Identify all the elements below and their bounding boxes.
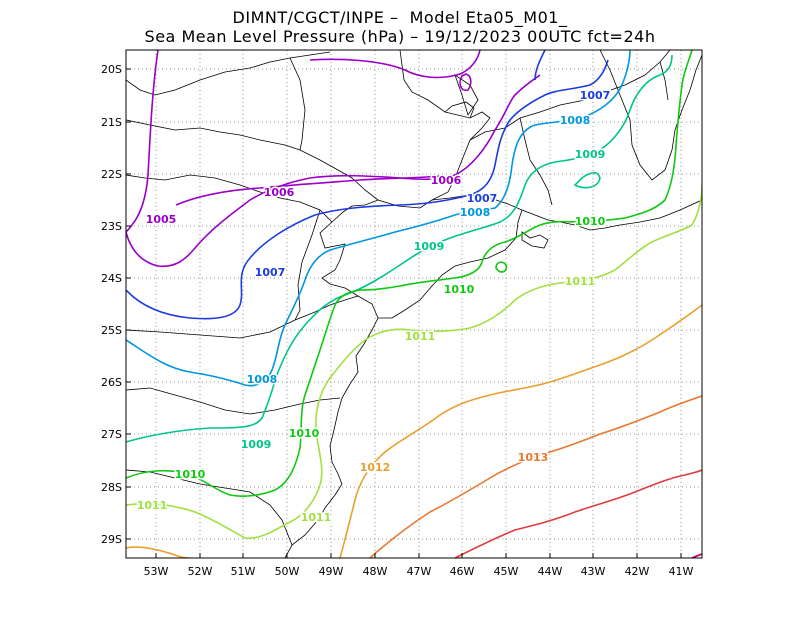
isobar-label-1006: 1006 [431,174,462,187]
plot-frame [125,49,703,559]
lat-label: 22S [101,168,122,181]
isobar-label-1008: 1008 [560,114,591,127]
isobar-1014 [454,469,702,558]
lon-label: 46W [450,565,475,578]
lon-label: 47W [407,565,432,578]
isobar-1008 [126,50,631,387]
isobar-label-1011: 1011 [137,499,168,512]
isobar-1015 [691,553,702,558]
lat-label: 27S [101,428,122,441]
lat-label: 29S [101,533,122,546]
isobar-label-1007: 1007 [255,266,286,279]
lon-label: 42W [625,565,650,578]
lat-label: 20S [101,63,122,76]
lat-label: 24S [101,272,122,285]
axis-ticks: 53W 52W 51W 50W 49W 48W 47W 46W 45W 44W 43W 42W 41W 2… [101,63,694,578]
lon-label: 49W [319,565,344,578]
isobar-label-1007: 1007 [580,89,611,102]
isobar-1010 [126,50,693,497]
lat-label: 28S [101,481,122,494]
isobar-1011 [126,184,702,540]
lat-label: 23S [101,220,122,233]
isobar-label-1010: 1010 [575,215,606,228]
isobar-1013 [369,395,702,558]
isobar-1009 [126,54,673,443]
isobar-label-1008: 1008 [247,373,278,386]
lon-label: 52W [188,565,213,578]
map-title-line-2: Sea Mean Level Pressure (hPa) – 19/12/20… [144,27,656,46]
isobar-label-1011: 1011 [405,330,436,343]
isobar-1006 [175,175,441,206]
lon-label: 53W [144,565,169,578]
isobar-label-1009: 1009 [414,240,445,253]
isobar-label-1009: 1009 [575,148,606,161]
isobar-label-1006: 1006 [264,186,295,199]
lon-label: 44W [538,565,563,578]
lat-label: 25S [101,324,122,337]
isobar-label-1010: 1010 [175,468,206,481]
isobar-label-1010: 1010 [289,427,320,440]
lon-label: 41W [669,565,694,578]
isobar-label-1008: 1008 [460,206,491,219]
isobar-label-1005: 1005 [146,213,177,226]
isobar-label-1010: 1010 [444,283,475,296]
lon-label: 43W [581,565,606,578]
lon-label: 50W [275,565,300,578]
lon-label: 51W [231,565,256,578]
isobar-1007 [126,50,609,320]
lon-label: 45W [494,565,519,578]
isobar-label-1007: 1007 [467,192,498,205]
isobar-label-1013: 1013 [518,451,549,464]
coastline-and-borders [126,50,702,558]
isobar-1005 [126,50,541,268]
lat-label: 26S [101,376,122,389]
isobar-label-1011: 1011 [301,511,332,524]
isobar-label-1011: 1011 [565,275,596,288]
map-title-line-1: DIMNT/CGCT/INPE – Model Eta05_M01_ [232,8,568,27]
isobar-label-1012: 1012 [360,461,391,474]
lat-label: 21S [101,116,122,129]
isobar-labels: 1005100610061007100710071008100810081009… [135,88,612,526]
lon-label: 48W [363,565,388,578]
isobar-label-1009: 1009 [241,438,272,451]
